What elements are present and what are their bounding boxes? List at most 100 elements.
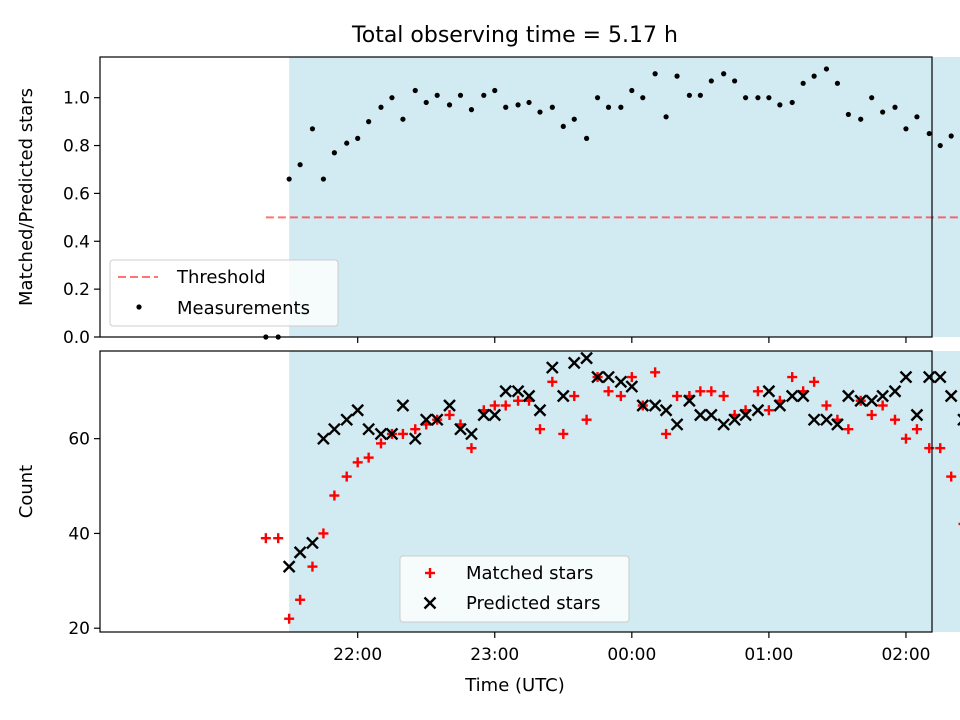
predicted-star-marker (922, 370, 936, 384)
predicted-star-marker (430, 413, 444, 427)
measurement-point (423, 99, 429, 106)
predicted-stars-points (282, 351, 960, 573)
measurement-point (721, 71, 727, 77)
legend-top: Threshold Measurements (109, 259, 339, 327)
ratio-panel: 0.0 0.2 0.4 0.6 0.8 1.0 Matched/Predicted sta… (16, 56, 960, 348)
x-tick-label: 01:00 (744, 645, 793, 665)
measurement-point (789, 99, 795, 106)
predicted-star-marker (293, 546, 307, 559)
measurement-point (811, 73, 817, 79)
x-ticks-top (357, 337, 907, 343)
predicted-star-marker (933, 370, 947, 384)
predicted-star-marker (728, 413, 741, 427)
predicted-star-marker (556, 389, 570, 403)
predicted-star-marker (876, 389, 890, 403)
y-tick-label: 0.2 (63, 280, 90, 300)
measurement-point (708, 78, 714, 84)
measurement-point (594, 95, 601, 101)
measurement-point (515, 102, 521, 108)
measurement-point (845, 111, 851, 118)
measurement-point (605, 104, 612, 110)
predicted-star-marker (831, 418, 844, 431)
legend-matched-label: Matched stars (466, 563, 593, 584)
legend-box-top (109, 259, 339, 327)
measurement-point (742, 95, 749, 101)
measurement-point (481, 92, 487, 98)
measurement-point (618, 104, 624, 110)
measurement-points (263, 66, 954, 340)
measurement-point (355, 135, 361, 141)
count-panel: 22:00 23:00 00:00 01:00 02:00 20 40 60 Count M… (16, 350, 960, 665)
legend-x-mark (423, 596, 437, 610)
measurement-point (755, 95, 761, 101)
predicted-star-marker (910, 408, 924, 422)
predicted-star-marker (704, 408, 718, 422)
predicted-star-marker (659, 403, 673, 417)
predicted-star-marker (488, 408, 502, 422)
legend-predicted-label: Predicted stars (466, 593, 600, 614)
x-axis-label: Time (UTC) (464, 675, 565, 696)
predicted-star-marker (751, 403, 765, 417)
predicted-star-marker (385, 427, 399, 441)
measurement-point (858, 116, 864, 122)
measurement-point (549, 104, 555, 110)
predicted-star-marker (328, 422, 341, 436)
predicted-star-marker (499, 384, 513, 398)
predicted-star-marker (773, 399, 787, 412)
predicted-star-marker (717, 418, 731, 431)
predicted-star-marker (567, 356, 581, 370)
measurement-point (389, 95, 395, 101)
measurement-point (468, 107, 475, 113)
x-tick-label: 23:00 (470, 645, 519, 665)
y-tick-label: 0.4 (63, 232, 90, 252)
predicted-star-marker (306, 536, 319, 550)
predicted-star-marker (944, 389, 958, 403)
legend-predicted-swatch (423, 596, 437, 610)
observing-window-shade (289, 57, 960, 337)
y-tick-label: 0.6 (63, 184, 90, 204)
predicted-star-marker (454, 422, 467, 436)
measurement-point (583, 135, 590, 141)
y-tick-label: 40 (68, 524, 90, 544)
y-axis-label-top: Matched/Predicted stars (16, 88, 37, 306)
measurement-point (652, 71, 658, 77)
measurement-point (926, 130, 932, 137)
plot-frame-top (99, 56, 933, 338)
legend-measurement-swatch (136, 304, 142, 310)
predicted-star-marker (396, 399, 410, 412)
measurement-point (412, 87, 418, 94)
measurement-point (834, 80, 841, 86)
predicted-star-marker (351, 403, 365, 417)
measurement-point (686, 92, 692, 98)
predicted-star-marker (842, 389, 855, 403)
predicted-star-marker (796, 389, 810, 403)
y-tick-label: 60 (68, 430, 90, 450)
legend-box-bottom (399, 555, 630, 623)
measurement-point (571, 116, 577, 122)
predicted-star-marker (443, 399, 456, 412)
predicted-star-marker (854, 394, 868, 408)
predicted-star-marker (899, 370, 913, 384)
predicted-star-marker (317, 432, 330, 446)
predicted-star-marker (419, 413, 433, 427)
measurement-point (560, 123, 566, 130)
measurement-point (400, 116, 406, 122)
measurement-point (457, 92, 464, 98)
x-ticks-bottom: 22:00 23:00 00:00 01:00 02:00 (333, 632, 930, 665)
predicted-star-marker (670, 418, 684, 431)
legend-threshold-label: Threshold (176, 267, 266, 288)
predicted-star-marker (545, 361, 559, 374)
measurement-point (526, 99, 532, 106)
y-tick-label: 0.0 (63, 328, 90, 348)
plot-frame-bottom (99, 350, 933, 633)
y-ticks-top: 0.0 0.2 0.4 0.6 0.8 1.0 (63, 89, 100, 348)
y-ticks-bottom: 20 40 60 (68, 430, 100, 639)
predicted-star-marker (408, 432, 422, 446)
measurement-point (777, 102, 783, 108)
predicted-star-marker (762, 384, 776, 398)
measurement-point (903, 126, 909, 132)
predicted-star-marker (362, 422, 376, 436)
measurement-point (446, 102, 453, 108)
measurement-point (297, 162, 303, 168)
predicted-star-marker (614, 375, 628, 389)
